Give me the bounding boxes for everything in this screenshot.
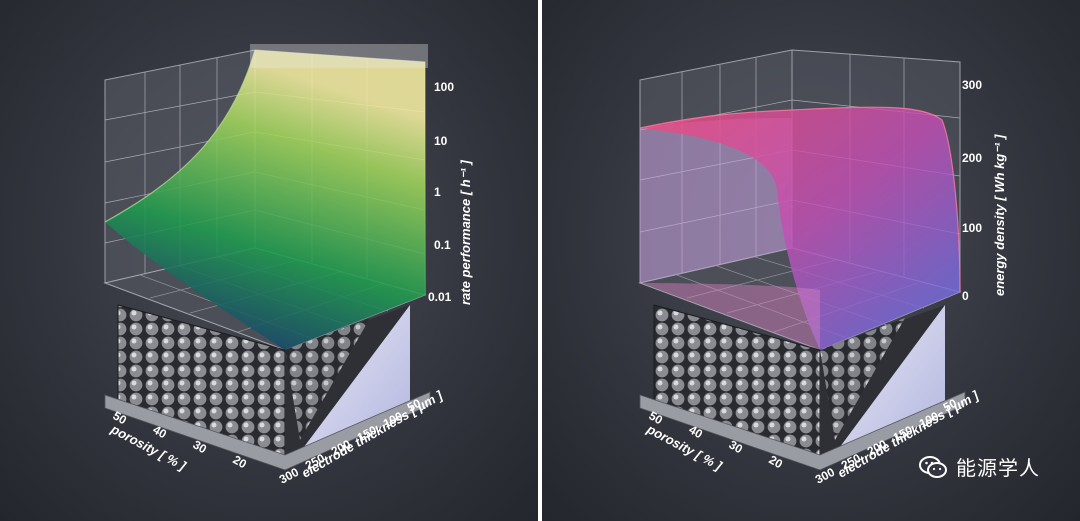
wechat-icon	[919, 455, 947, 478]
z-tick-label: 0.1	[434, 238, 451, 252]
x-tick-label: 20	[767, 452, 786, 471]
chart-rate-performance: 100 10 1 0.1 0.01 rate performance [ h⁻¹…	[0, 0, 538, 521]
rate-performance-plot: 100 10 1 0.1 0.01 rate performance [ h⁻¹…	[103, 44, 473, 487]
energy-density-plot: 300 200 100 0 energy density [ Wh kg⁻¹ ]…	[638, 49, 1007, 487]
z-tick-label: 100	[962, 221, 982, 235]
x-tick-label: 40	[687, 422, 706, 441]
watermark: 能源学人	[918, 452, 1040, 481]
z-tick-label: 10	[434, 134, 448, 148]
z-tick-label: 100	[434, 80, 454, 94]
z-axis-label: rate performance [ h⁻¹ ]	[458, 159, 473, 305]
z-tick-label: 1	[434, 185, 441, 199]
watermark-text: 能源学人	[956, 456, 1040, 480]
y-tick-label: 50	[405, 396, 424, 415]
z-tick-label: 300	[962, 78, 982, 92]
x-tick-label: 40	[151, 422, 170, 441]
z-tick-label: 0.01	[428, 290, 452, 304]
x-tick-label: 50	[111, 408, 130, 427]
x-tick-label: 50	[647, 408, 666, 427]
chart-energy-density: 300 200 100 0 energy density [ Wh kg⁻¹ ]…	[542, 0, 1080, 521]
x-tick-label: 30	[191, 437, 210, 456]
z-axis-label: energy density [ Wh kg⁻¹ ]	[992, 134, 1007, 296]
x-tick-label: 20	[231, 452, 250, 471]
z-tick-label: 200	[962, 151, 982, 165]
y-tick-label: 50	[941, 396, 960, 415]
x-tick-label: 30	[727, 437, 746, 456]
z-tick-label: 0	[962, 289, 969, 303]
